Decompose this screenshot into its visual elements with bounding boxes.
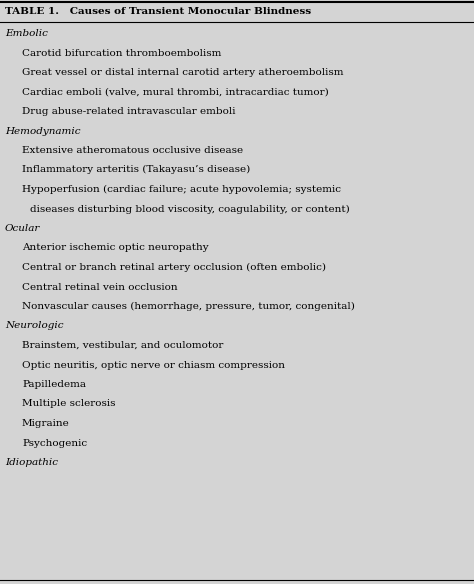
Text: Central retinal vein occlusion: Central retinal vein occlusion (22, 283, 178, 291)
Text: Great vessel or distal internal carotid artery atheroembolism: Great vessel or distal internal carotid … (22, 68, 344, 77)
Text: Optic neuritis, optic nerve or chiasm compression: Optic neuritis, optic nerve or chiasm co… (22, 360, 285, 370)
Text: Ocular: Ocular (5, 224, 40, 233)
Text: diseases disturbing blood viscosity, coagulability, or content): diseases disturbing blood viscosity, coa… (30, 204, 350, 214)
Text: Inflammatory arteritis (Takayasu’s disease): Inflammatory arteritis (Takayasu’s disea… (22, 165, 250, 175)
Text: Embolic: Embolic (5, 29, 48, 38)
Text: Anterior ischemic optic neuropathy: Anterior ischemic optic neuropathy (22, 244, 209, 252)
Text: Brainstem, vestibular, and oculomotor: Brainstem, vestibular, and oculomotor (22, 341, 223, 350)
Text: Migraine: Migraine (22, 419, 70, 428)
Text: TABLE 1.   Causes of Transient Monocular Blindness: TABLE 1. Causes of Transient Monocular B… (5, 7, 311, 16)
Text: Psychogenic: Psychogenic (22, 439, 87, 447)
Text: Nonvascular causes (hemorrhage, pressure, tumor, congenital): Nonvascular causes (hemorrhage, pressure… (22, 302, 355, 311)
Text: Drug abuse-related intravascular emboli: Drug abuse-related intravascular emboli (22, 107, 236, 116)
Text: Neurologic: Neurologic (5, 322, 64, 331)
Text: Papilledema: Papilledema (22, 380, 86, 389)
Text: Idiopathic: Idiopathic (5, 458, 58, 467)
Text: Extensive atheromatous occlusive disease: Extensive atheromatous occlusive disease (22, 146, 243, 155)
Text: Hypoperfusion (cardiac failure; acute hypovolemia; systemic: Hypoperfusion (cardiac failure; acute hy… (22, 185, 341, 194)
Text: Hemodynamic: Hemodynamic (5, 127, 81, 135)
Text: Multiple sclerosis: Multiple sclerosis (22, 399, 116, 408)
Text: Carotid bifurcation thromboembolism: Carotid bifurcation thromboembolism (22, 48, 221, 57)
Text: Cardiac emboli (valve, mural thrombi, intracardiac tumor): Cardiac emboli (valve, mural thrombi, in… (22, 88, 329, 96)
Text: Central or branch retinal artery occlusion (often embolic): Central or branch retinal artery occlusi… (22, 263, 326, 272)
